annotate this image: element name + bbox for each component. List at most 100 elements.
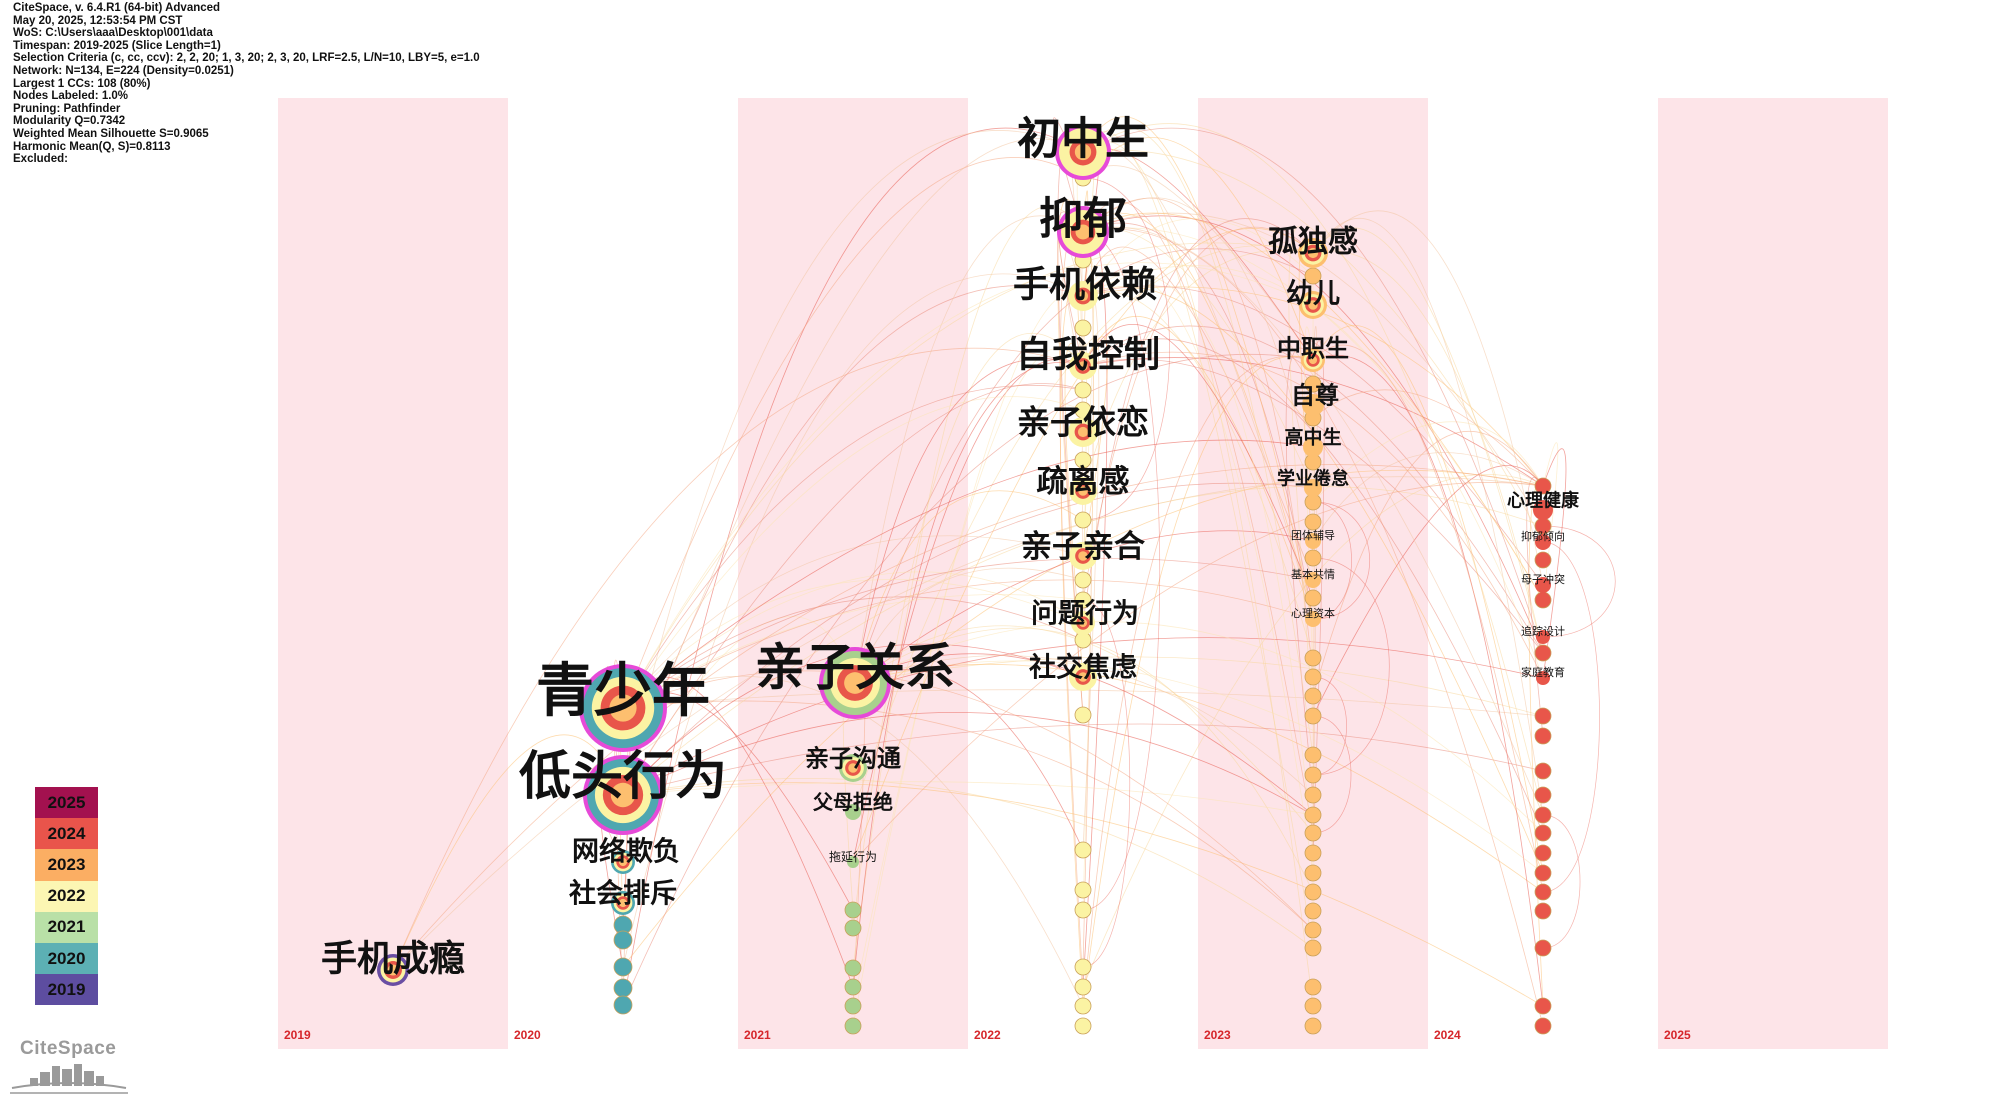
keyword-node[interactable] xyxy=(1074,591,1092,609)
keyword-node[interactable] xyxy=(1068,417,1098,447)
keyword-node[interactable] xyxy=(579,664,667,752)
keyword-node[interactable] xyxy=(1068,281,1098,311)
keyword-node[interactable] xyxy=(1074,1017,1092,1035)
network-edge xyxy=(622,700,1314,931)
keyword-node[interactable] xyxy=(847,856,859,868)
keyword-node[interactable] xyxy=(1055,124,1111,180)
keyword-node[interactable] xyxy=(1304,513,1322,531)
keyword-node[interactable] xyxy=(1069,542,1097,570)
keyword-node[interactable] xyxy=(1534,786,1552,804)
keyword-node[interactable] xyxy=(1304,766,1322,784)
keyword-node[interactable] xyxy=(1534,762,1552,780)
keyword-node[interactable] xyxy=(1534,883,1552,901)
keyword-node[interactable] xyxy=(1304,921,1322,939)
keyword-node[interactable] xyxy=(1069,477,1097,505)
keyword-node[interactable] xyxy=(613,957,633,977)
keyword-node[interactable] xyxy=(1304,824,1322,842)
keyword-node[interactable] xyxy=(1299,291,1327,319)
keyword-node[interactable] xyxy=(1534,806,1552,824)
keyword-node[interactable] xyxy=(1071,611,1095,635)
keyword-node[interactable] xyxy=(1074,958,1092,976)
keyword-node[interactable] xyxy=(1304,687,1322,705)
keyword-node[interactable] xyxy=(1534,1017,1552,1035)
keyword-node[interactable] xyxy=(844,997,862,1015)
keyword-node[interactable] xyxy=(819,647,891,719)
keyword-node[interactable] xyxy=(1534,477,1552,495)
network-edge xyxy=(1082,351,1544,679)
keyword-node[interactable] xyxy=(1535,577,1551,593)
keyword-node[interactable] xyxy=(1074,319,1092,337)
keyword-node[interactable] xyxy=(1304,883,1322,901)
keyword-node[interactable] xyxy=(1298,238,1328,268)
keyword-node[interactable] xyxy=(1074,881,1092,899)
keyword-node[interactable] xyxy=(1304,746,1322,764)
keyword-node[interactable] xyxy=(1534,997,1552,1015)
keyword-node[interactable] xyxy=(613,995,633,1015)
keyword-node[interactable] xyxy=(1534,591,1552,609)
keyword-node[interactable] xyxy=(611,850,635,874)
keyword-node[interactable] xyxy=(1304,786,1322,804)
keyword-node[interactable] xyxy=(613,930,633,950)
keyword-node[interactable] xyxy=(844,959,862,977)
keyword-node[interactable] xyxy=(1536,630,1550,644)
keyword-node[interactable] xyxy=(844,978,862,996)
keyword-node[interactable] xyxy=(1304,902,1322,920)
keyword-node[interactable] xyxy=(1303,437,1323,457)
keyword-node[interactable] xyxy=(1533,500,1553,520)
keyword-node[interactable] xyxy=(1304,668,1322,686)
keyword-node[interactable] xyxy=(1301,348,1325,372)
keyword-node[interactable] xyxy=(844,901,862,919)
keyword-node[interactable] xyxy=(1534,727,1552,745)
keyword-node[interactable] xyxy=(583,755,663,835)
keyword-node[interactable] xyxy=(1304,939,1322,957)
keyword-node[interactable] xyxy=(1304,589,1322,607)
keyword-node[interactable] xyxy=(1304,1017,1322,1035)
keyword-node[interactable] xyxy=(1534,551,1552,569)
keyword-node[interactable] xyxy=(1535,534,1551,550)
keyword-node[interactable] xyxy=(611,891,635,915)
keyword-node[interactable] xyxy=(1534,824,1552,842)
keyword-node[interactable] xyxy=(377,954,409,986)
keyword-node[interactable] xyxy=(1304,864,1322,882)
keyword-node[interactable] xyxy=(1074,901,1092,919)
keyword-node[interactable] xyxy=(1057,206,1109,258)
keyword-label: 初中生 xyxy=(1017,113,1149,164)
keyword-node[interactable] xyxy=(1305,611,1321,627)
keyword-node[interactable] xyxy=(1304,806,1322,824)
keyword-node[interactable] xyxy=(1305,572,1321,588)
keyword-node[interactable] xyxy=(844,1017,862,1035)
keyword-node[interactable] xyxy=(1304,707,1322,725)
keyword-node[interactable] xyxy=(1534,844,1552,862)
keyword-node[interactable] xyxy=(1534,707,1552,725)
keyword-node[interactable] xyxy=(1536,671,1550,685)
keyword-node[interactable] xyxy=(1074,571,1092,589)
keyword-node[interactable] xyxy=(839,754,867,782)
keyword-node[interactable] xyxy=(1069,352,1097,380)
keyword-node[interactable] xyxy=(1074,978,1092,996)
keyword-node[interactable] xyxy=(1304,978,1322,996)
keyword-node[interactable] xyxy=(1534,939,1552,957)
year-labels: 2019 2020 2021 2022 2023 2024 2025 xyxy=(284,1028,1691,1042)
keyword-node[interactable] xyxy=(1534,902,1552,920)
keyword-node[interactable] xyxy=(1304,844,1322,862)
keyword-node[interactable] xyxy=(1304,997,1322,1015)
keyword-label: 基本共情 xyxy=(1291,567,1335,581)
keyword-node[interactable] xyxy=(1304,549,1322,567)
keyword-node[interactable] xyxy=(1074,511,1092,529)
keyword-node[interactable] xyxy=(1305,533,1321,549)
keyword-node[interactable] xyxy=(845,804,861,820)
keyword-node[interactable] xyxy=(1304,649,1322,667)
keyword-node[interactable] xyxy=(1074,706,1092,724)
keyword-node[interactable] xyxy=(1074,841,1092,859)
keyword-node[interactable] xyxy=(1304,375,1322,393)
keyword-node[interactable] xyxy=(1534,644,1552,662)
keyword-node[interactable] xyxy=(613,978,633,998)
keyword-node[interactable] xyxy=(1534,864,1552,882)
keyword-node[interactable] xyxy=(1074,997,1092,1015)
keyword-node[interactable] xyxy=(844,919,862,937)
keyword-node[interactable] xyxy=(1074,451,1092,469)
keyword-node[interactable] xyxy=(1074,381,1092,399)
keyword-node[interactable] xyxy=(1302,394,1324,416)
keyword-node[interactable] xyxy=(1304,479,1322,497)
keyword-node[interactable] xyxy=(1069,663,1097,691)
